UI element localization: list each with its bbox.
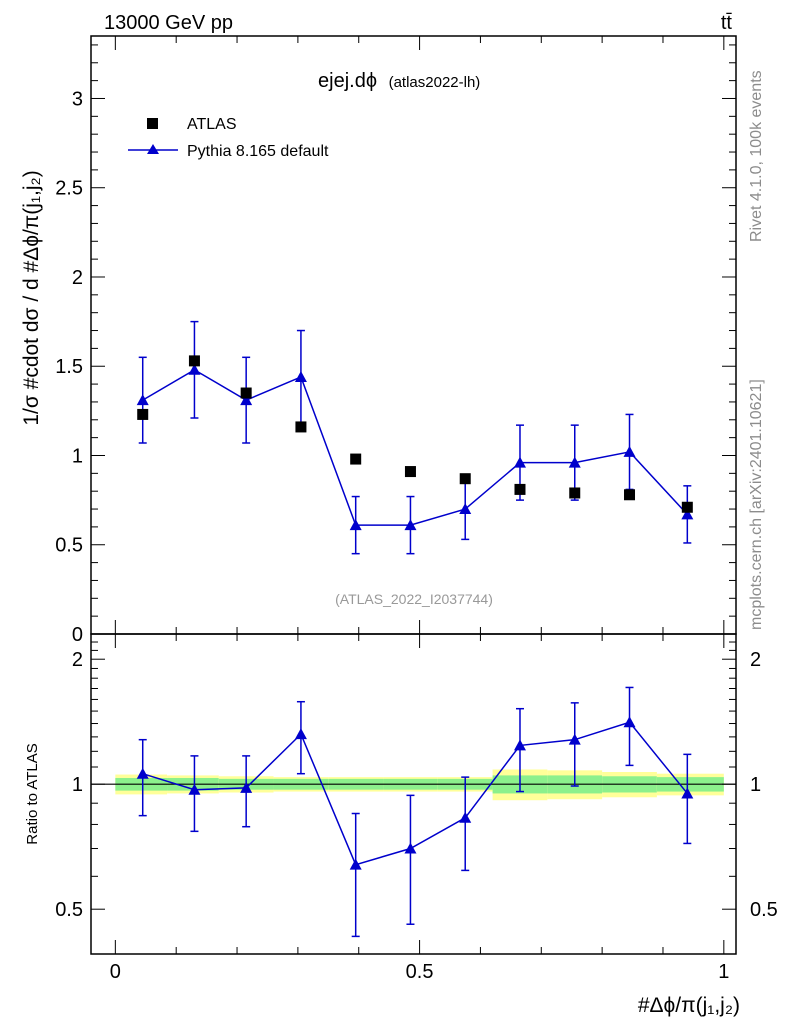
ratio-point xyxy=(681,787,694,799)
header-left: 13000 GeV pp xyxy=(104,12,233,34)
ratio-ylabel: Ratio to ATLAS xyxy=(24,743,41,844)
x-axis-label: #Δϕ/π(j₁,j₂) xyxy=(638,994,740,1017)
y-tick-label: 0 xyxy=(72,624,83,646)
atlas-point xyxy=(350,453,362,465)
y-tick-label: 1.5 xyxy=(55,356,83,378)
pythia-point xyxy=(136,394,149,406)
y-tick-label: 2.5 xyxy=(55,178,83,200)
y-tick-label: 1 xyxy=(72,445,83,467)
ratio-point xyxy=(513,739,526,751)
ratio-y-tick-label-right: 1 xyxy=(750,774,761,796)
atlas-point xyxy=(240,387,252,399)
ratio-y-tick-label: 1 xyxy=(72,774,83,796)
pythia-point xyxy=(240,394,253,406)
pythia-point xyxy=(349,519,362,531)
atlas-point xyxy=(188,355,200,367)
ratio-y-tick-label: 2 xyxy=(72,649,83,671)
rivet-label: Rivet 4.1.0, 100k events xyxy=(748,70,765,242)
ratio-frame xyxy=(90,633,737,955)
ratio-point xyxy=(623,716,636,728)
pythia-point xyxy=(188,363,201,375)
chart-title: ejej.dϕ (atlas2022-lh) xyxy=(318,70,480,92)
watermark: (ATLAS_2022_I2037744) xyxy=(335,591,493,607)
pythia-point xyxy=(294,370,307,382)
pythia-point xyxy=(568,456,581,468)
y-tick-label: 0.5 xyxy=(55,535,83,557)
pythia-point xyxy=(681,508,694,520)
x-tick-label: 0 xyxy=(110,961,121,983)
legend-atlas-label: ATLAS xyxy=(187,116,237,133)
chart-title-main: ejej.dϕ xyxy=(318,70,377,92)
ratio-point xyxy=(188,783,201,795)
x-tick-label: 1 xyxy=(718,961,729,983)
main-panel: ejej.dϕ (atlas2022-lh) (ATLAS_2022_I2037… xyxy=(20,35,737,646)
atlas-point xyxy=(624,489,636,501)
ratio-y-tick-label-right: 0.5 xyxy=(750,899,778,921)
y-tick-label: 2 xyxy=(72,267,83,289)
ratio-point xyxy=(349,858,362,870)
ratio-point xyxy=(459,811,472,823)
pythia-point xyxy=(513,456,526,468)
pythia-point xyxy=(404,519,417,531)
atlas-point xyxy=(514,483,526,495)
pythia-line xyxy=(142,368,688,526)
ratio-y-tick-label-right: 2 xyxy=(750,649,761,671)
atlas-point xyxy=(459,473,471,485)
atlas-point xyxy=(681,501,693,513)
atlas-point xyxy=(404,466,416,478)
atlas-point xyxy=(569,487,581,499)
ratio-point xyxy=(240,781,253,793)
ratio-point xyxy=(568,733,581,745)
mcplots-label: mcplots.cern.ch [arXiv:2401.10621] xyxy=(748,379,765,630)
main-ylabel: 1/σ #cdot dσ / d #Δϕ/π(j₁,j₂) xyxy=(20,170,43,425)
legend-atlas-marker xyxy=(147,118,158,129)
pythia-point xyxy=(623,445,636,457)
y-tick-label: 3 xyxy=(72,88,83,110)
ratio-y-tick-label: 0.5 xyxy=(55,899,83,921)
ratio-point xyxy=(404,842,417,854)
x-tick-label: 0.5 xyxy=(406,961,434,983)
legend: ATLAS Pythia 8.165 default xyxy=(128,116,329,160)
legend-pythia-marker xyxy=(147,144,159,154)
header-right: tt̄ xyxy=(721,12,733,34)
pythia-point xyxy=(459,503,472,515)
chart-subtitle: (atlas2022-lh) xyxy=(389,74,481,91)
atlas-point xyxy=(137,408,149,420)
atlas-point xyxy=(295,421,307,433)
ratio-panel: 0.5 0.5 1 1 2 2 0 0.5 1 Ratio to ATLAS #Δϕ/π(j₁,… xyxy=(24,633,778,1017)
legend-pythia-label: Pythia 8.165 default xyxy=(187,143,329,160)
ratio-point xyxy=(136,767,149,779)
ratio-point xyxy=(294,728,307,740)
